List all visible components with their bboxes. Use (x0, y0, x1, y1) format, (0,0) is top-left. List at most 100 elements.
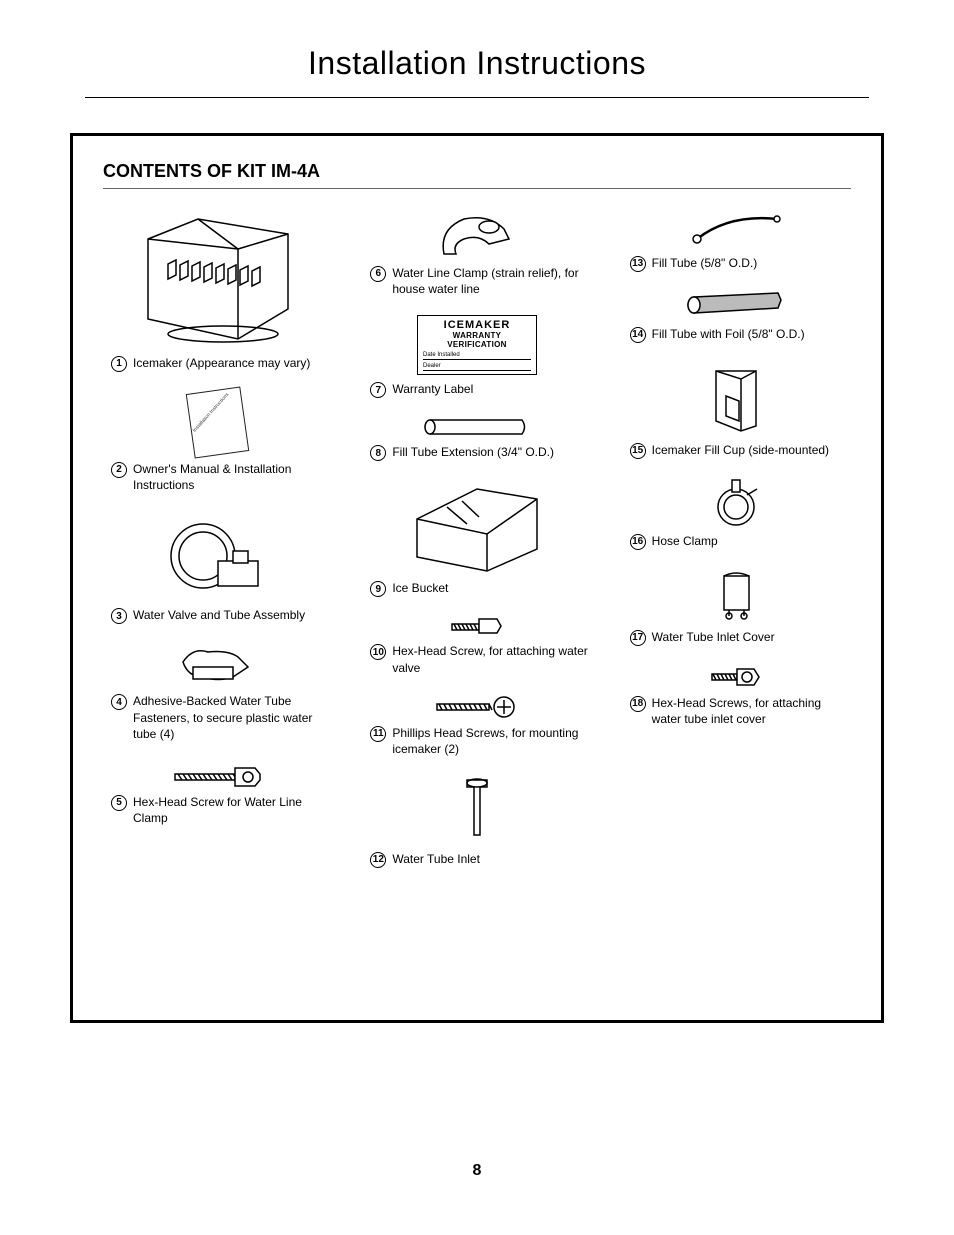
item-number-circle: 1 (111, 356, 127, 372)
item-label-text: Ice Bucket (392, 580, 591, 596)
item-number-circle: 9 (370, 581, 386, 597)
kit-item: 16 Hose Clamp (622, 477, 851, 550)
page-number: 8 (0, 1162, 954, 1180)
kit-item: 10 Hex-Head Screw, for attaching water va… (362, 615, 591, 675)
page-title: Installation Instructions (0, 0, 954, 97)
kit-item-label: 16 Hose Clamp (622, 533, 851, 550)
item-label-text: Fill Tube (5/8" O.D.) (652, 255, 851, 271)
kit-item: 11 Phillips Head Screws, for mounting ice… (362, 694, 591, 757)
item-number-circle: 11 (370, 726, 386, 742)
item-number-circle: 5 (111, 795, 127, 811)
kit-item: 1 Icemaker (Appearance may vary) (103, 209, 332, 372)
item-number-circle: 6 (370, 266, 386, 282)
kit-item-label: 10 Hex-Head Screw, for attaching water va… (362, 643, 591, 675)
kit-column-3: 13 Fill Tube (5/8" O.D.) 14 Fill Tube with … (622, 209, 851, 886)
item-label-text: Fill Tube with Foil (5/8" O.D.) (652, 326, 851, 342)
item-number-circle: 7 (370, 382, 386, 398)
bucket-icon (407, 479, 547, 574)
kit-item-label: 18 Hex-Head Screws, for attaching water t… (622, 695, 851, 727)
kit-item-label: 13 Fill Tube (5/8" O.D.) (622, 255, 851, 272)
kit-column-2: 6 Water Line Clamp (strain relief), for h… (362, 209, 591, 886)
kit-item: 2 Owner's Manual & Installation Instructi… (103, 390, 332, 493)
kit-item: 15 Icemaker Fill Cup (side-mounted) (622, 361, 851, 459)
kit-item: 17 Water Tube Inlet Cover (622, 568, 851, 646)
kit-item: 12 Water Tube Inlet (362, 775, 591, 868)
title-underline (85, 97, 869, 98)
item-label-text: Hex-Head Screw for Water Line Clamp (133, 794, 332, 826)
filltube-icon (689, 209, 784, 249)
kit-item-label: 12 Water Tube Inlet (362, 851, 591, 868)
kit-item-label: 4 Adhesive-Backed Water Tube Fasteners, t… (103, 693, 332, 742)
section-underline (103, 188, 851, 189)
item-number-circle: 8 (370, 445, 386, 461)
kit-item: 6 Water Line Clamp (strain relief), for h… (362, 209, 591, 297)
item-label-text: Adhesive-Backed Water Tube Fasteners, to… (133, 693, 332, 742)
manual-icon (186, 386, 250, 458)
item-label-text: Water Tube Inlet (392, 851, 591, 867)
kit-item-label: 5 Hex-Head Screw for Water Line Clamp (103, 794, 332, 826)
item-number-circle: 17 (630, 630, 646, 646)
kit-item-label: 15 Icemaker Fill Cup (side-mounted) (622, 442, 851, 459)
kit-column-1: 1 Icemaker (Appearance may vary) 2 Owner's … (103, 209, 332, 886)
kit-item-label: 11 Phillips Head Screws, for mounting ice… (362, 725, 591, 757)
item-label-text: Fill Tube Extension (3/4" O.D.) (392, 444, 591, 460)
item-number-circle: 18 (630, 696, 646, 712)
cover-icon (714, 568, 759, 623)
item-number-circle: 12 (370, 852, 386, 868)
item-number-circle: 15 (630, 443, 646, 459)
tube1-icon (422, 416, 532, 438)
item-number-circle: 13 (630, 256, 646, 272)
item-label-text: Water Valve and Tube Assembly (133, 607, 332, 623)
item-number-circle: 2 (111, 462, 127, 478)
kit-item: 13 Fill Tube (5/8" O.D.) (622, 209, 851, 272)
icemaker-icon (128, 209, 308, 349)
screw2-icon (449, 615, 504, 637)
item-label-text: Water Tube Inlet Cover (652, 629, 851, 645)
hexscrew-icon (170, 760, 265, 788)
foiltube-icon (686, 290, 786, 320)
item-number-circle: 14 (630, 327, 646, 343)
item-label-text: Warranty Label (392, 381, 591, 397)
item-label-text: Icemaker Fill Cup (side-mounted) (652, 442, 851, 458)
clamp-icon (434, 209, 519, 259)
kit-item-label: 7 Warranty Label (362, 381, 591, 398)
kit-item-label: 8 Fill Tube Extension (3/4" O.D.) (362, 444, 591, 461)
kit-item: ICEMAKERWARRANTY VERIFICATIONDate Instal… (362, 315, 591, 398)
kit-item-label: 6 Water Line Clamp (strain relief), for h… (362, 265, 591, 297)
item-label-text: Hose Clamp (652, 533, 851, 549)
kit-item: 8 Fill Tube Extension (3/4" O.D.) (362, 416, 591, 461)
inlet-icon (452, 775, 502, 845)
item-number-circle: 10 (370, 644, 386, 660)
kit-item: 9 Ice Bucket (362, 479, 591, 597)
item-number-circle: 16 (630, 534, 646, 550)
valve-icon (163, 511, 273, 601)
hoseclamp-icon (709, 477, 764, 527)
kit-item: 14 Fill Tube with Foil (5/8" O.D.) (622, 290, 851, 343)
fastener-icon (178, 642, 258, 687)
item-label-text: Phillips Head Screws, for mounting icema… (392, 725, 591, 757)
item-label-text: Hex-Head Screws, for attaching water tub… (652, 695, 851, 727)
kit-item-label: 17 Water Tube Inlet Cover (622, 629, 851, 646)
warranty-card-icon: ICEMAKERWARRANTY VERIFICATIONDate Instal… (417, 315, 537, 375)
phillips-icon (434, 694, 519, 719)
section-title: CONTENTS OF KIT IM-4A (103, 161, 851, 182)
kit-item-label: 14 Fill Tube with Foil (5/8" O.D.) (622, 326, 851, 343)
item-label-text: Owner's Manual & Installation Instructio… (133, 461, 332, 493)
kit-item: 5 Hex-Head Screw for Water Line Clamp (103, 760, 332, 826)
content-box: CONTENTS OF KIT IM-4A 1 Icemaker (Appeara… (70, 133, 884, 1023)
item-label-text: Icemaker (Appearance may vary) (133, 355, 332, 371)
kit-item-label: 3 Water Valve and Tube Assembly (103, 607, 332, 624)
item-number-circle: 3 (111, 608, 127, 624)
item-label-text: Water Line Clamp (strain relief), for ho… (392, 265, 591, 297)
item-number-circle: 4 (111, 694, 127, 710)
kit-item: 4 Adhesive-Backed Water Tube Fasteners, t… (103, 642, 332, 742)
kit-item-label: 1 Icemaker (Appearance may vary) (103, 355, 332, 372)
kit-item: 3 Water Valve and Tube Assembly (103, 511, 332, 624)
kit-item-label: 9 Ice Bucket (362, 580, 591, 597)
kit-item-label: 2 Owner's Manual & Installation Instructi… (103, 461, 332, 493)
screw3-icon (709, 664, 764, 689)
kit-columns: 1 Icemaker (Appearance may vary) 2 Owner's … (103, 209, 851, 886)
kit-item: 18 Hex-Head Screws, for attaching water t… (622, 664, 851, 727)
fillcup-icon (701, 361, 771, 436)
item-label-text: Hex-Head Screw, for attaching water valv… (392, 643, 591, 675)
